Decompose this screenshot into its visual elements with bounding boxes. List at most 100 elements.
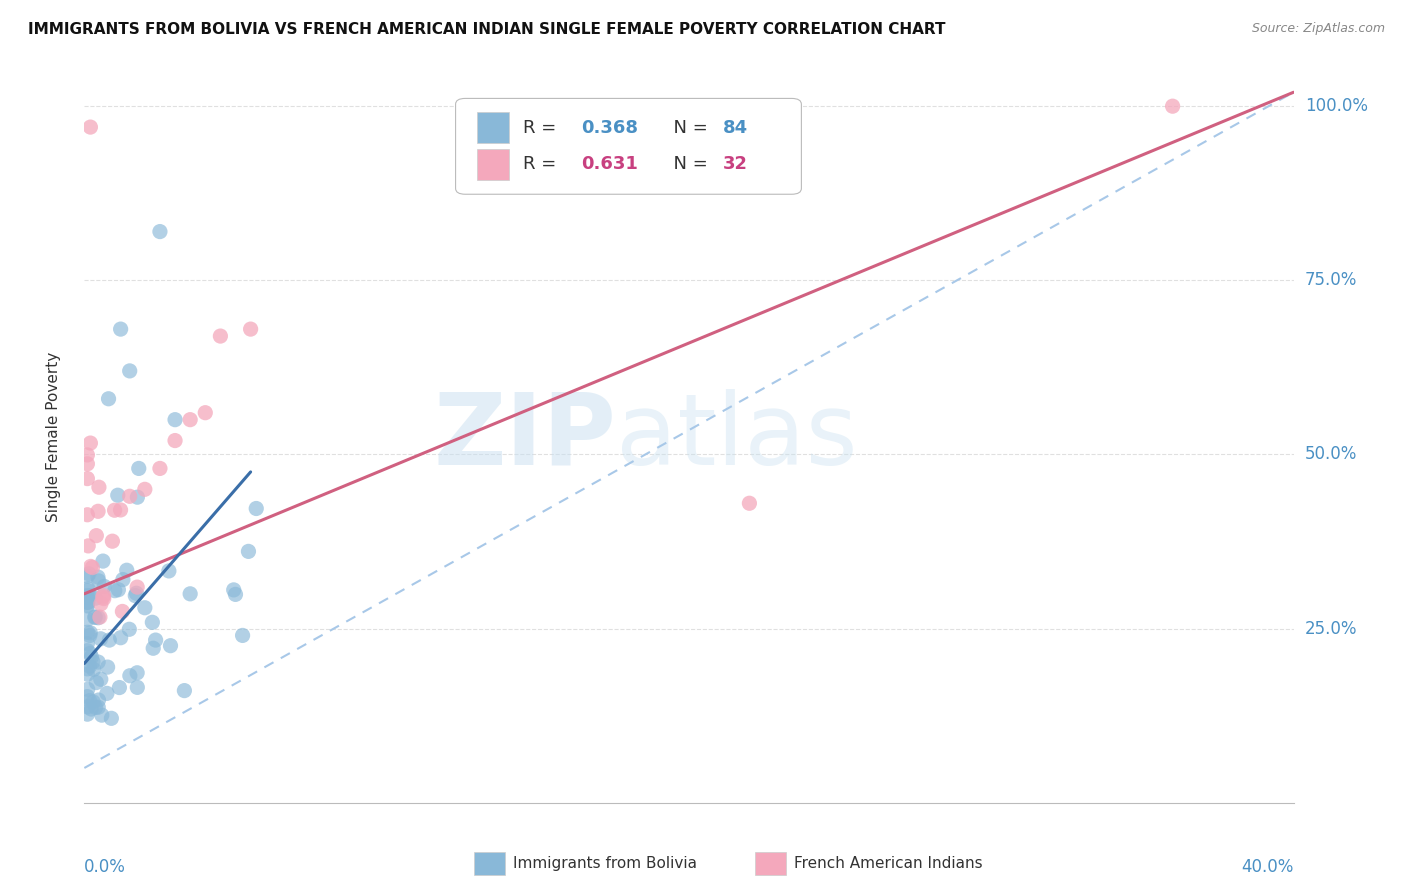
Point: [87, 700, 110, 714]
Point: [93, 589, 115, 603]
Point: [76, 589, 98, 603]
Point: [134, 600, 156, 615]
Point: [127, 665, 149, 680]
Text: 40.0%: 40.0%: [1241, 858, 1294, 876]
Point: [104, 503, 127, 517]
Point: [89, 610, 111, 624]
Point: [76, 598, 98, 612]
Point: [77, 566, 100, 581]
FancyBboxPatch shape: [478, 149, 509, 179]
Text: Source: ZipAtlas.com: Source: ZipAtlas.com: [1251, 22, 1385, 36]
Point: [127, 580, 149, 594]
Point: [173, 683, 195, 698]
Text: 25.0%: 25.0%: [1305, 620, 1357, 638]
Point: [76, 583, 98, 598]
Point: [101, 534, 124, 549]
Text: 32: 32: [723, 155, 748, 173]
Point: [76, 667, 98, 681]
Point: [90, 708, 112, 723]
FancyBboxPatch shape: [456, 98, 801, 194]
Text: 0.0%: 0.0%: [84, 858, 127, 876]
Point: [165, 434, 187, 448]
Point: [110, 631, 132, 645]
Point: [77, 582, 100, 596]
Text: 100.0%: 100.0%: [1305, 97, 1368, 115]
Point: [179, 412, 201, 426]
Point: [87, 504, 110, 518]
Point: [239, 322, 262, 336]
Point: [222, 582, 245, 597]
Point: [115, 563, 138, 577]
Point: [98, 633, 121, 648]
Point: [232, 628, 254, 642]
Point: [76, 636, 98, 650]
Point: [96, 686, 118, 700]
Point: [104, 583, 127, 598]
Point: [79, 628, 101, 642]
Point: [93, 591, 115, 606]
Text: Immigrants from Bolivia: Immigrants from Bolivia: [513, 856, 697, 871]
Point: [76, 707, 98, 722]
Point: [149, 225, 172, 239]
Point: [118, 489, 141, 503]
Point: [134, 483, 156, 497]
Point: [118, 622, 141, 636]
Point: [76, 682, 98, 697]
Point: [76, 508, 98, 522]
Point: [83, 610, 105, 624]
Point: [77, 539, 100, 553]
Point: [118, 364, 141, 378]
Text: R =: R =: [523, 119, 562, 136]
Point: [87, 574, 110, 588]
Point: [87, 480, 110, 494]
Point: [79, 659, 101, 673]
Point: [87, 693, 110, 707]
Point: [87, 570, 110, 584]
Point: [1161, 99, 1184, 113]
Text: ZIP: ZIP: [433, 389, 616, 485]
Point: [245, 501, 267, 516]
Point: [76, 643, 98, 657]
Point: [82, 560, 104, 574]
Point: [90, 597, 112, 611]
Point: [76, 612, 98, 626]
Point: [76, 457, 98, 471]
Point: [238, 544, 260, 558]
Point: [142, 641, 165, 656]
Text: 50.0%: 50.0%: [1305, 445, 1357, 464]
Text: 75.0%: 75.0%: [1305, 271, 1357, 289]
Point: [79, 120, 101, 134]
Text: 0.368: 0.368: [581, 119, 638, 136]
Point: [76, 690, 98, 704]
Point: [76, 625, 98, 640]
Point: [159, 639, 181, 653]
Point: [128, 461, 150, 475]
Point: [76, 699, 98, 714]
Point: [157, 564, 180, 578]
Point: [738, 496, 761, 510]
Point: [100, 711, 122, 725]
Point: [209, 329, 232, 343]
Text: atlas: atlas: [616, 389, 858, 485]
Point: [84, 610, 107, 624]
Point: [82, 655, 104, 669]
Text: N =: N =: [662, 155, 714, 173]
Text: 0.631: 0.631: [581, 155, 638, 173]
Point: [90, 673, 112, 687]
Point: [79, 693, 101, 707]
Point: [179, 587, 201, 601]
Point: [76, 595, 98, 609]
Point: [97, 660, 120, 674]
Point: [80, 649, 103, 664]
Text: 84: 84: [723, 119, 748, 136]
Point: [165, 412, 187, 426]
Point: [91, 590, 114, 604]
Point: [79, 589, 101, 603]
Point: [82, 695, 104, 709]
Point: [76, 595, 98, 609]
Point: [97, 392, 120, 406]
Y-axis label: Single Female Poverty: Single Female Poverty: [46, 352, 60, 522]
Point: [124, 589, 146, 603]
Point: [84, 700, 107, 714]
Point: [80, 559, 103, 574]
